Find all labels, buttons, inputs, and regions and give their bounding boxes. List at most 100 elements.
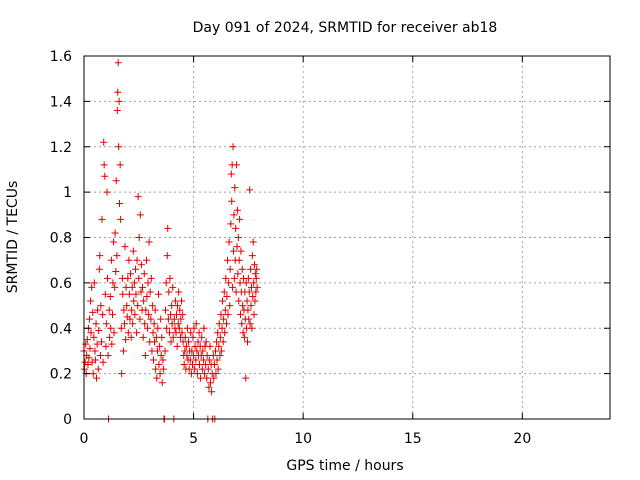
data-point xyxy=(124,329,132,337)
data-point xyxy=(220,288,228,296)
data-point xyxy=(117,215,125,223)
data-point xyxy=(103,188,111,196)
data-point xyxy=(189,333,197,341)
data-point xyxy=(176,306,184,314)
data-point xyxy=(239,302,247,310)
data-point xyxy=(195,329,203,337)
x-tick-label: 0 xyxy=(80,431,89,447)
data-point xyxy=(112,177,120,185)
data-point xyxy=(173,342,181,350)
data-point xyxy=(150,320,158,328)
data-point xyxy=(188,361,196,369)
data-point xyxy=(245,288,253,296)
data-point xyxy=(139,333,147,341)
chart-title: Day 091 of 2024, SRMTID for receiver ab1… xyxy=(193,20,498,36)
data-point xyxy=(137,261,145,269)
data-point xyxy=(157,315,165,323)
data-point xyxy=(125,256,133,264)
data-point xyxy=(97,302,105,310)
data-point xyxy=(159,365,167,373)
data-point xyxy=(122,283,130,291)
data-point xyxy=(123,302,131,310)
data-point xyxy=(244,274,252,282)
data-point xyxy=(245,315,253,323)
data-point xyxy=(124,274,132,282)
data-point xyxy=(164,315,172,323)
data-point xyxy=(190,324,198,332)
data-point xyxy=(133,256,141,264)
data-point xyxy=(111,283,119,291)
data-point xyxy=(131,311,139,319)
data-point xyxy=(172,311,180,319)
data-point xyxy=(130,279,138,287)
data-point xyxy=(237,247,245,255)
x-tick-label: 20 xyxy=(513,431,531,447)
data-point xyxy=(142,256,150,264)
data-point xyxy=(240,333,248,341)
data-point xyxy=(121,320,129,328)
data-point xyxy=(101,172,109,180)
data-point xyxy=(206,379,214,387)
data-point xyxy=(204,365,212,373)
data-point xyxy=(142,306,150,314)
data-point xyxy=(179,311,187,319)
data-point xyxy=(212,347,219,355)
data-point xyxy=(153,374,161,382)
data-point xyxy=(161,347,169,355)
data-point xyxy=(183,351,191,359)
data-point xyxy=(151,306,159,314)
data-point xyxy=(163,324,171,332)
data-point xyxy=(174,302,182,310)
data-point xyxy=(206,342,214,350)
data-point xyxy=(224,311,232,319)
data-point xyxy=(235,256,243,264)
data-point xyxy=(100,138,108,146)
data-point xyxy=(126,315,134,323)
data-point xyxy=(210,361,218,369)
data-point xyxy=(233,161,241,169)
data-point xyxy=(185,338,193,346)
data-point xyxy=(137,288,145,296)
data-point xyxy=(251,261,259,269)
data-point xyxy=(168,320,176,328)
data-point xyxy=(222,274,230,282)
data-point xyxy=(247,302,255,310)
data-point xyxy=(219,338,227,346)
data-point xyxy=(177,315,185,323)
data-point xyxy=(158,333,166,341)
data-point xyxy=(86,345,94,353)
data-point xyxy=(231,184,239,192)
data-point xyxy=(178,297,186,305)
data-point xyxy=(148,302,156,310)
data-point xyxy=(172,329,180,337)
data-point xyxy=(105,306,113,314)
data-point xyxy=(166,274,174,282)
data-point xyxy=(156,370,164,378)
data-point xyxy=(192,356,200,364)
data-point xyxy=(218,324,226,332)
data-point xyxy=(155,290,163,298)
data-point xyxy=(229,247,237,255)
data-point xyxy=(222,320,230,328)
data-point xyxy=(125,290,133,298)
data-point xyxy=(113,106,121,114)
y-tick-label: 1.6 xyxy=(50,49,72,65)
y-tick-label: 0.2 xyxy=(50,367,72,383)
data-point xyxy=(239,329,247,337)
data-point xyxy=(219,297,227,305)
data-point xyxy=(102,320,110,328)
data-point xyxy=(196,361,204,369)
data-point xyxy=(236,279,244,287)
data-point xyxy=(199,356,207,364)
data-point xyxy=(130,297,138,305)
data-point xyxy=(87,329,95,337)
data-point xyxy=(234,270,242,278)
data-point xyxy=(118,370,126,378)
data-point xyxy=(201,370,209,378)
data-point xyxy=(165,329,173,337)
data-point xyxy=(216,351,224,359)
data-points xyxy=(80,59,261,423)
y-tick-label: 1 xyxy=(63,185,72,201)
data-point xyxy=(119,290,127,298)
data-point xyxy=(128,283,136,291)
